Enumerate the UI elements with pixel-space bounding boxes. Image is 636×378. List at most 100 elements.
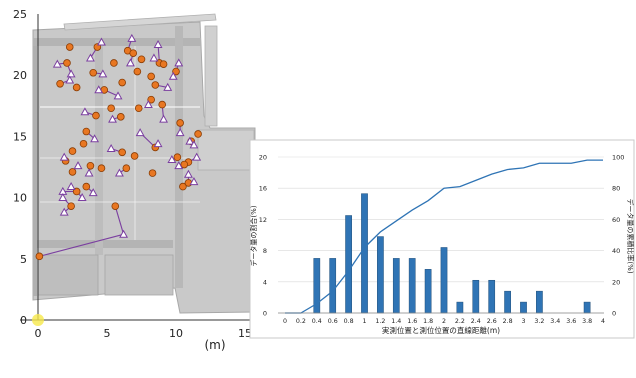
histogram-bar — [424, 269, 432, 314]
histogram-bar — [361, 193, 368, 314]
estimated-point-triangle — [168, 71, 178, 80]
histogram-bar — [536, 290, 543, 314]
inset-x-tick-label: 1.2 — [375, 318, 385, 325]
histogram-bar — [520, 301, 527, 314]
floor-plan-map — [32, 13, 256, 314]
measured-point-circle — [89, 68, 97, 77]
inset-x-tick-label: 3.8 — [582, 318, 592, 325]
measured-point-circle — [82, 127, 91, 136]
map-x-tick-label: 10 — [169, 327, 183, 340]
measured-point-circle — [67, 202, 75, 210]
measured-point-circle — [97, 164, 106, 173]
origin-marker — [32, 314, 44, 326]
measured-point-circle — [92, 111, 100, 120]
histogram-bar — [345, 215, 352, 314]
inset-x-tick-label: 2.2 — [455, 318, 465, 325]
measured-point-circle — [130, 152, 139, 160]
estimated-point-triangle — [143, 99, 153, 108]
measured-point-circle — [159, 60, 168, 68]
measured-point-circle — [82, 182, 91, 191]
inset-x-tick-label: 2.8 — [503, 318, 513, 325]
histogram-bar — [440, 247, 448, 314]
inset-y2-tick-label: 100 — [612, 154, 624, 162]
inset-x-tick-label: 3.4 — [550, 318, 560, 325]
measured-point-circle — [134, 104, 143, 113]
inset-x-tick-label: 0.2 — [296, 318, 306, 325]
inset-y-axis-label: データ量の割合(%) — [249, 205, 258, 266]
histogram-bar — [472, 279, 480, 314]
inset-x-tick-label: 1.4 — [391, 318, 401, 325]
map-axes — [20, 14, 252, 321]
inset-y2-tick-label: 40 — [612, 247, 620, 255]
measured-point-circle — [65, 43, 74, 51]
estimated-point-triangle — [189, 140, 199, 149]
estimated-point-triangle — [153, 39, 163, 48]
inset-x-tick-label: 3.6 — [566, 318, 576, 325]
measured-point-circle — [137, 55, 146, 64]
measured-point-circle — [86, 161, 95, 170]
estimated-point-triangle — [174, 161, 184, 170]
measured-point-circle — [117, 113, 125, 121]
measured-point-circle — [68, 168, 77, 176]
inset-x-tick-label: 1.6 — [407, 318, 417, 325]
measured-point-circle — [147, 95, 155, 104]
inset-bars — [313, 193, 591, 314]
inset-x-tick-label: 0.4 — [312, 318, 322, 325]
histogram-bar — [456, 301, 464, 314]
connector-line — [114, 206, 125, 235]
estimated-point-triangle — [85, 53, 95, 62]
map-x-axis-label: (m) — [204, 338, 225, 352]
inset-x-tick-label: 3.2 — [534, 318, 544, 325]
map-y-tick-label: 20 — [13, 69, 27, 82]
measured-point-circle — [118, 148, 126, 157]
estimated-point-triangle — [192, 152, 202, 161]
measured-point-circle — [180, 160, 189, 169]
inset-x-tick-label: 3 — [521, 318, 525, 325]
histogram-bar — [488, 279, 496, 314]
inset-x-tick-label: 0.8 — [344, 318, 354, 325]
measured-point-circle — [194, 130, 202, 138]
estimated-point-triangle — [183, 169, 193, 178]
estimated-point-triangle — [84, 168, 94, 177]
inset-y2-axis-label: データ量の累積比率(%) — [626, 198, 635, 273]
histogram-bar — [377, 236, 384, 314]
map-x-tick-labels: 0 5 10 15 — [35, 327, 253, 340]
measured-point-circle — [148, 169, 157, 177]
inset-y2-tick-label: 20 — [612, 278, 620, 286]
estimated-point-triangle — [90, 134, 100, 143]
estimated-point-triangle — [58, 192, 68, 201]
measured-point-circle — [63, 59, 71, 67]
map-y-tick-label: 15 — [13, 130, 27, 143]
inset-y-tick-label: 8 — [263, 247, 267, 255]
measured-point-circle — [179, 182, 187, 191]
estimated-point-triangle — [98, 69, 108, 78]
map-x-tick-label: 0 — [35, 327, 42, 340]
measured-point-circle — [151, 81, 160, 89]
estimated-point-triangle — [185, 136, 195, 145]
estimated-point-triangle — [189, 177, 199, 186]
map-x-tick-label: 15 — [238, 327, 252, 340]
inset-y-tick-label: 20 — [259, 154, 267, 162]
inset-left-tick-labels: 0 4 8 12 16 20 — [259, 154, 267, 318]
estimated-point-triangle — [66, 181, 76, 190]
inset-y2-tick-label: 60 — [612, 216, 620, 224]
inset-x-tick-label: 1.8 — [423, 318, 433, 325]
estimated-point-triangle — [135, 128, 145, 137]
measured-point-circle — [35, 252, 44, 261]
estimated-point-triangle — [114, 168, 124, 177]
inset-x-tick-label: 4 — [601, 318, 605, 325]
measured-point-circle — [111, 202, 120, 210]
inset-y2-tick-label: 0 — [612, 310, 616, 318]
connector-line — [39, 233, 124, 257]
measured-point-circle — [68, 147, 77, 155]
map-y-tick-label: 25 — [13, 8, 27, 21]
estimated-point-triangle — [174, 58, 184, 67]
inset-x-tick-label: 1 — [362, 318, 366, 325]
estimated-point-triangle — [88, 188, 98, 197]
measured-point-circle — [176, 119, 184, 127]
histogram-bar — [329, 258, 337, 314]
estimated-point-triangle — [59, 152, 69, 161]
inset-x-tick-label: 2 — [442, 318, 446, 325]
histogram-bar — [408, 258, 416, 314]
